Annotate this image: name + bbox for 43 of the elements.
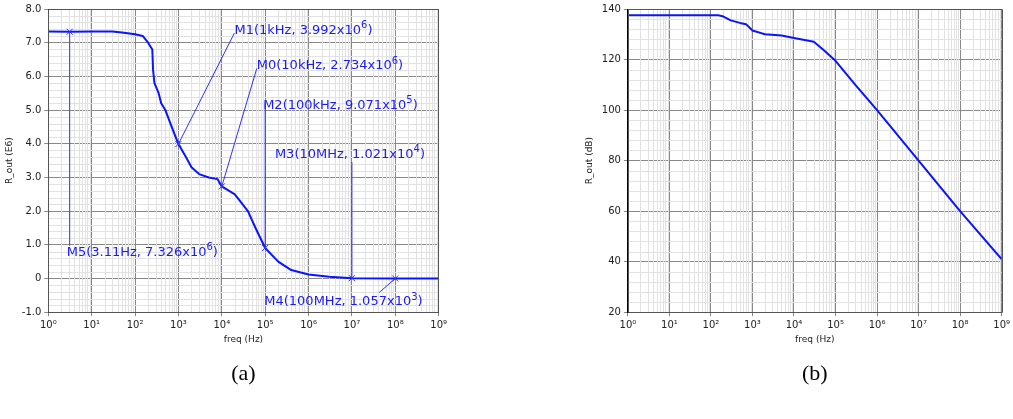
- x-axis-title: freq (Hz): [223, 333, 264, 344]
- x-tick-label: 10⁷: [910, 318, 927, 330]
- x-tick-label: 10⁰: [39, 318, 57, 330]
- y-tick-label: 4.0: [25, 137, 42, 149]
- x-tick-label: 10²: [702, 318, 720, 330]
- y-tick-label: 80: [608, 154, 621, 166]
- y-tick-label: 5.0: [25, 103, 42, 115]
- x-tick-label: 10⁶: [300, 318, 317, 330]
- x-tick-label: 10⁵: [827, 318, 844, 330]
- x-tick-label: 10⁴: [785, 318, 803, 330]
- x-tick-label: 10¹: [661, 318, 678, 330]
- x-axis-title: freq (Hz): [795, 333, 835, 344]
- text: (a): [231, 360, 256, 386]
- text: (b): [801, 360, 828, 386]
- y-tick-label: 7.0: [25, 36, 42, 48]
- y-tick-label: 2.0: [25, 204, 42, 216]
- x-tick-label: 10⁶: [868, 318, 886, 330]
- y-tick-label: 1.0: [25, 238, 42, 250]
- x-tick-label: 10⁴: [213, 318, 231, 330]
- y-tick-label: 140: [601, 2, 621, 14]
- y-tick-label: 6.0: [25, 69, 42, 81]
- y-tick-label: 20: [608, 305, 621, 317]
- x-tick-label: 10⁰: [619, 318, 637, 330]
- x-tick-label: 10³: [170, 318, 187, 330]
- y-tick-label: 120: [601, 53, 621, 65]
- y-tick-label: 100: [601, 103, 621, 115]
- y-tick-label: 8.0: [25, 2, 42, 14]
- x-tick-label: 10²: [126, 318, 144, 330]
- y-tick-label: 3.0: [25, 171, 42, 183]
- y-tick-label: -1.0: [21, 305, 42, 317]
- y-tick-label: 0: [34, 272, 42, 284]
- x-tick-label: 10³: [744, 318, 761, 330]
- y-tick-label: 40: [608, 255, 621, 267]
- x-tick-label: 10⁸: [951, 318, 969, 330]
- x-tick-label: 10¹: [83, 318, 101, 330]
- x-tick-label: 10⁹: [430, 318, 447, 330]
- x-tick-label: 10⁹: [993, 318, 1010, 330]
- y-axis-title: R_out (E6): [3, 137, 14, 184]
- x-tick-label: 10⁷: [343, 318, 361, 330]
- x-tick-label: 10⁵: [256, 318, 274, 330]
- y-axis-title: R_out (dB): [583, 136, 594, 185]
- y-tick-label: 60: [608, 204, 621, 216]
- x-tick-label: 10⁸: [386, 318, 404, 330]
